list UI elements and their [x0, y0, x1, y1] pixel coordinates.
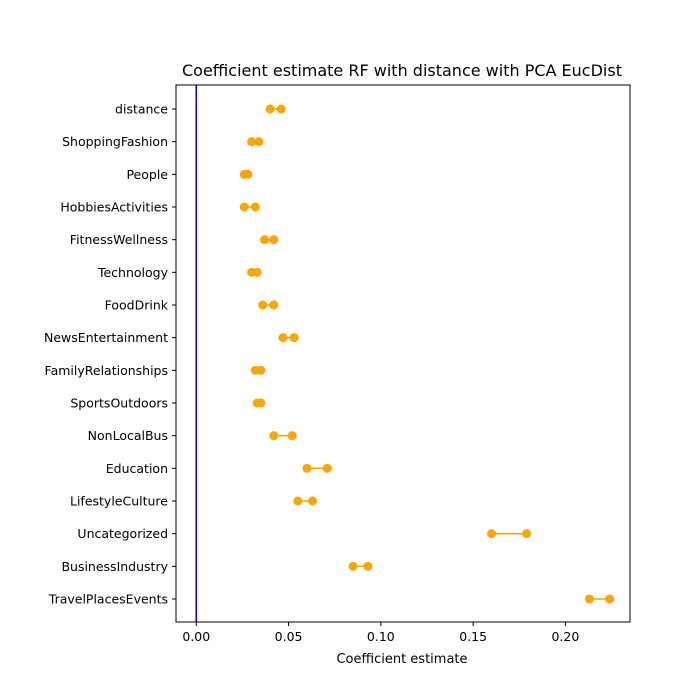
low-point [260, 235, 270, 245]
y-tick-label: NewsEntertainment [44, 330, 168, 345]
high-point [254, 137, 264, 147]
low-point [487, 529, 497, 539]
y-tick-label: People [126, 167, 168, 182]
high-point [243, 169, 253, 179]
high-point [287, 431, 297, 441]
y-tick-label: ShoppingFashion [62, 134, 168, 149]
y-tick-label: FamilyRelationships [45, 363, 168, 378]
low-point [278, 333, 288, 343]
high-point [522, 529, 532, 539]
y-tick-label: FitnessWellness [70, 232, 168, 247]
y-tick-label: TravelPlacesEvents [48, 592, 168, 607]
low-point [239, 202, 249, 212]
high-point [308, 496, 318, 506]
x-axis-label: Coefficient estimate [336, 652, 467, 667]
y-tick-label: LifestyleCulture [70, 494, 168, 509]
y-tick-label: HobbiesActivities [60, 200, 168, 215]
plot-area: distance ShoppingFashion People HobbiesActi… [44, 84, 631, 644]
high-point [250, 202, 260, 212]
x-tick-label: 0.15 [459, 629, 487, 644]
high-point [289, 333, 299, 343]
low-point [269, 431, 279, 441]
low-point [265, 104, 275, 114]
y-tick-label: BusinessIndustry [61, 559, 168, 574]
x-tick-label: 0.00 [182, 629, 210, 644]
y-tick-label: NonLocalBus [88, 428, 168, 443]
low-point [247, 137, 257, 147]
y-tick-label: Education [106, 461, 168, 476]
low-point [302, 463, 312, 473]
high-point [256, 365, 266, 375]
chart-title: Coefficient estimate RF with distance wi… [182, 61, 622, 80]
high-point [276, 104, 286, 114]
x-tick-label: 0.05 [275, 629, 303, 644]
low-point [348, 561, 358, 571]
y-tick-label: SportsOutdoors [70, 396, 168, 411]
high-point [252, 267, 262, 277]
high-point [269, 235, 279, 245]
high-point [363, 561, 373, 571]
y-tick-label: Uncategorized [77, 526, 168, 541]
y-tick-label: FoodDrink [105, 298, 169, 313]
y-tick-label: Technology [97, 265, 169, 280]
high-point [322, 463, 332, 473]
high-point [256, 398, 266, 408]
x-tick-label: 0.20 [551, 629, 579, 644]
low-point [258, 300, 268, 310]
low-point [293, 496, 303, 506]
high-point [605, 594, 615, 604]
low-point [584, 594, 594, 604]
x-tick-label: 0.10 [367, 629, 395, 644]
high-point [269, 300, 279, 310]
y-tick-label: distance [115, 102, 168, 117]
plot-frame [175, 84, 631, 623]
